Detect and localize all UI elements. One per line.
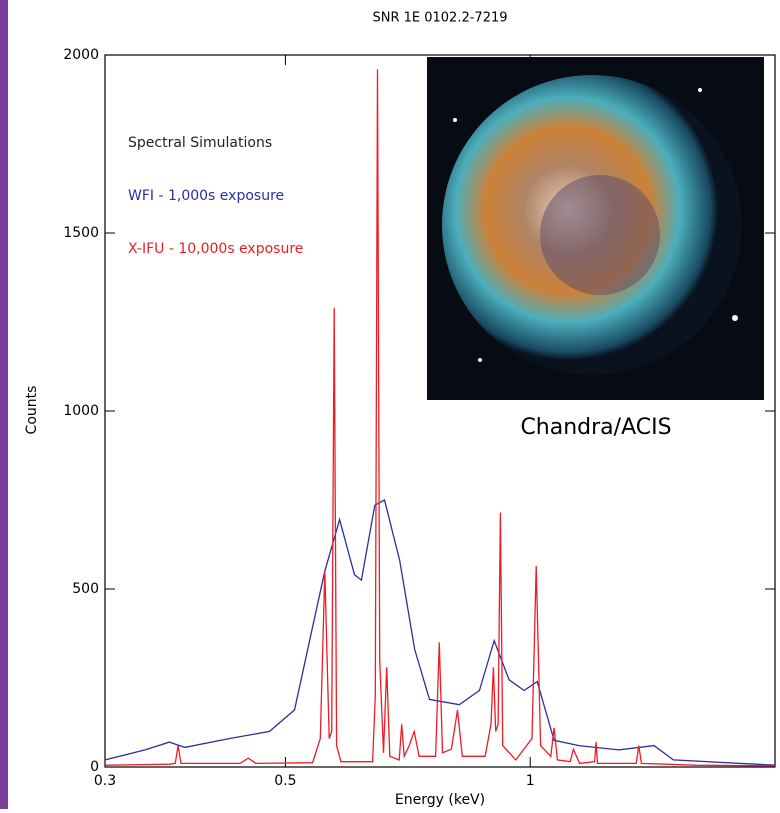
y-tick-label: 500 (72, 581, 99, 597)
legend-entry: X-IFU - 10,000s exposure (128, 241, 303, 257)
y-tick-label: 1500 (63, 225, 99, 241)
y-tick-label: 1000 (63, 403, 99, 419)
x-tick-label: 1 (526, 773, 535, 789)
y-tick-label: 2000 (63, 47, 99, 63)
legend-title: Spectral Simulations (128, 135, 272, 151)
legend-entry: WFI - 1,000s exposure (128, 188, 284, 204)
annotation: Chandra/ACIS (520, 415, 671, 440)
series-line (104, 69, 776, 767)
y-tick-label: 0 (90, 759, 99, 775)
x-tick-label: 0.5 (274, 773, 296, 789)
x-tick-label: 0.3 (94, 773, 116, 789)
series-line (104, 499, 776, 766)
side-bar (0, 0, 8, 809)
chart-title: SNR 1E 0102.2-7219 (372, 11, 507, 26)
inset-image (427, 57, 764, 400)
y-axis-label: Counts (24, 386, 40, 435)
x-axis-label: Energy (keV) (395, 792, 485, 808)
